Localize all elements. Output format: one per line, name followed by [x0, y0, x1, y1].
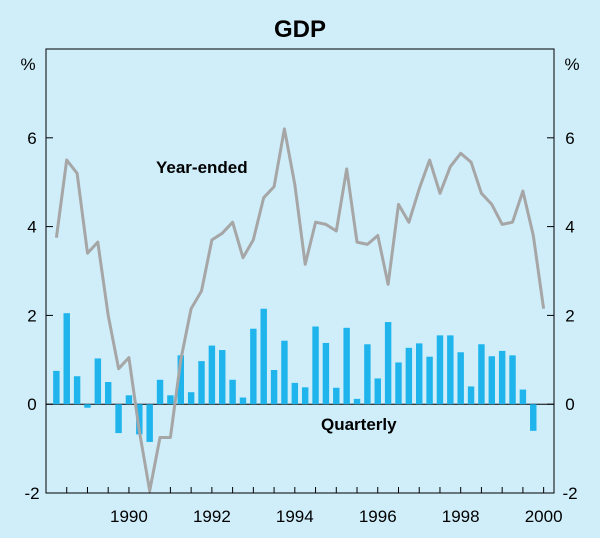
- left-axis-unit: %: [20, 55, 35, 74]
- quarterly-bar: [343, 327, 350, 405]
- quarterly-bar: [229, 379, 236, 405]
- quarterly-bar: [219, 350, 226, 405]
- quarterly-bar: [416, 343, 423, 405]
- quarterly-bar: [364, 344, 371, 405]
- quarterly-bar: [94, 358, 102, 405]
- quarterly-bar: [198, 361, 205, 405]
- quarterly-bar: [281, 340, 288, 405]
- quarterly-bar: [426, 356, 433, 405]
- quarterly-bar: [260, 308, 267, 405]
- quarterly-bar: [177, 355, 184, 405]
- quarterly-bar: [239, 397, 247, 405]
- quarterly-label: Quarterly: [321, 415, 397, 434]
- quarterly-bar: [519, 389, 527, 405]
- quarterly-bar: [167, 395, 174, 405]
- plot-area: [45, 48, 555, 494]
- quarterly-bar: [301, 387, 309, 405]
- quarterly-bar: [384, 322, 392, 405]
- quarterly-bar: [73, 376, 81, 405]
- quarterly-bar: [530, 404, 537, 431]
- y-tick-label-right: 4: [565, 218, 574, 237]
- quarterly-bar: [395, 362, 402, 405]
- quarterly-bar: [312, 326, 319, 405]
- x-tick-label: 1992: [193, 507, 231, 526]
- quarterly-bar: [498, 350, 506, 405]
- chart-title: GDP: [274, 16, 326, 43]
- quarterly-bar: [291, 382, 299, 405]
- quarterly-bar: [322, 342, 330, 405]
- quarterly-bar: [187, 392, 195, 405]
- quarterly-bar: [374, 378, 381, 405]
- quarterly-bar: [146, 404, 153, 442]
- quarterly-bar: [63, 313, 70, 405]
- x-tick-label: 2000: [525, 507, 563, 526]
- quarterly-bar: [436, 335, 444, 405]
- quarterly-bar: [405, 347, 413, 405]
- y-tick-label-left: 0: [27, 395, 36, 414]
- quarterly-bar: [104, 382, 112, 405]
- quarterly-bar: [270, 370, 278, 405]
- quarterly-bar: [84, 404, 91, 408]
- y-tick-label-left: 6: [27, 129, 36, 148]
- axis-ticks: -2 -2 0 0 2 2 4 4 6 6 1990 1992 1994 1996 1998 2000: [24, 129, 577, 526]
- y-tick-label-right: 0: [565, 395, 574, 414]
- quarterly-bar: [478, 344, 485, 405]
- y-tick-label-left: 2: [27, 306, 36, 325]
- quarterly-bar: [115, 404, 122, 434]
- year-ended-label: Year-ended: [156, 158, 248, 177]
- quarterly-bar: [353, 398, 361, 405]
- quarterly-bars: [53, 308, 537, 442]
- year-ended-line: [54, 127, 546, 493]
- quarterly-bar: [125, 395, 133, 405]
- y-tick-label-right: -2: [562, 484, 577, 503]
- x-tick-label: 1994: [276, 507, 314, 526]
- quarterly-bar: [488, 356, 496, 405]
- right-axis-unit: %: [564, 55, 579, 74]
- quarterly-bar: [250, 328, 257, 405]
- y-tick-label-left: -2: [24, 484, 39, 503]
- y-tick-label-left: 4: [27, 218, 36, 237]
- x-tick-label: 1996: [359, 507, 397, 526]
- y-tick-label-right: 6: [565, 129, 574, 148]
- quarterly-bar: [208, 345, 216, 405]
- x-tick-label: 1998: [442, 507, 480, 526]
- quarterly-bar: [333, 387, 340, 405]
- quarterly-bar: [136, 404, 143, 435]
- quarterly-bar: [509, 355, 516, 405]
- quarterly-bar: [457, 352, 464, 405]
- quarterly-bar: [156, 379, 164, 405]
- x-tick-label: 1990: [110, 507, 148, 526]
- quarterly-bar: [467, 386, 475, 405]
- y-tick-label-right: 2: [565, 306, 574, 325]
- quarterly-bar: [447, 335, 454, 405]
- quarterly-bar: [53, 370, 60, 405]
